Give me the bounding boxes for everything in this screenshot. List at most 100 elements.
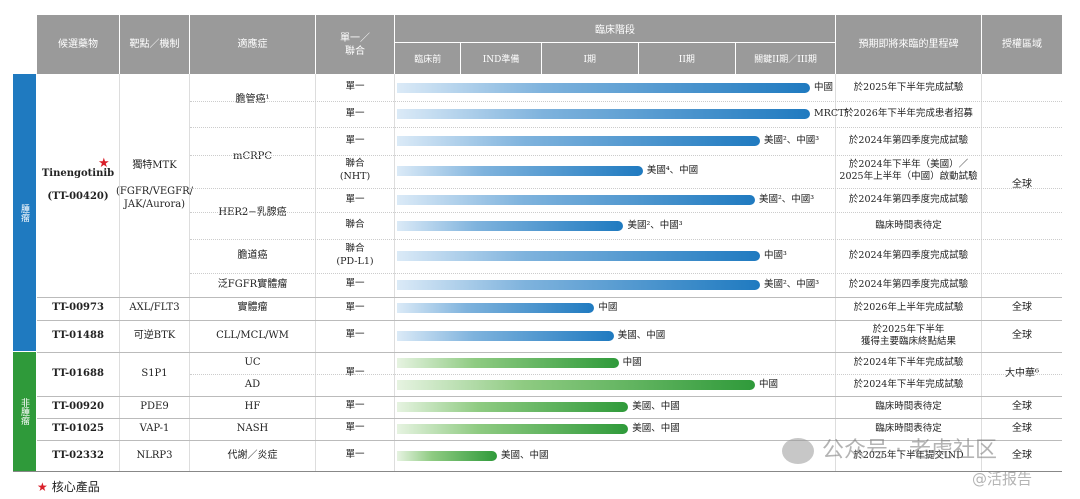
- stage-preclinical: 臨床前: [395, 43, 462, 74]
- progress-bar: [397, 279, 760, 290]
- drug-tt01488: TT-01488: [52, 329, 104, 341]
- milestone-cell: 於2024年下半年完成試驗: [853, 378, 964, 390]
- mode-cell: 單一: [345, 278, 365, 290]
- rights-tt00420: 全球: [1012, 179, 1032, 191]
- milestone-cell: 於2024年第四季度完成試驗: [848, 278, 969, 290]
- watermark: 公众号 · 老虎社区 @活报告: [782, 424, 1072, 494]
- bar-label: 中國: [622, 356, 642, 368]
- bar-label: 美國²、中國³: [759, 194, 815, 205]
- watermark-sub: @活报告: [972, 470, 1033, 488]
- progress-bar: [397, 423, 629, 434]
- drug-tt00920: TT-00920: [52, 400, 104, 412]
- target-tt01688: S1P1: [141, 367, 168, 379]
- drug-tt00420-name: Tinengotinib (TT-00420): [41, 168, 115, 202]
- milestone-cell: 於2024年第四季度完成試驗: [848, 250, 969, 262]
- bar-label: 美國²、中國³: [764, 135, 820, 146]
- drug-tt01025: TT-01025: [52, 422, 104, 434]
- bar-label: 美國²、中國³: [764, 278, 820, 290]
- core-product-star-icon: ★: [98, 156, 110, 171]
- row-divider: [190, 155, 1062, 156]
- row-divider: [190, 188, 1062, 189]
- drug-tt02332: TT-02332: [52, 449, 104, 461]
- stage-phase2: II期: [638, 43, 736, 74]
- milestone-cell: 臨床時間表待定: [875, 219, 942, 231]
- mode-cell: 單一: [345, 107, 365, 119]
- milestone-cell: 臨床時間表待定: [875, 400, 942, 412]
- mode-cell: 單一: [345, 301, 365, 313]
- section-non-oncology: 非腫瘤: [13, 352, 36, 471]
- mode-cell: 單一: [345, 134, 365, 146]
- bar-label: 美國²、中國³: [627, 219, 683, 231]
- indication-biliary: 膽道癌: [237, 249, 268, 261]
- bar-label: 美國、中國: [632, 400, 680, 412]
- row-divider: [190, 101, 1062, 102]
- row-divider: [190, 239, 1062, 240]
- mode-cell: 單一: [345, 193, 365, 205]
- indication-cholangio: 膽管癌¹: [235, 94, 270, 106]
- rights-tt00973: 全球: [1012, 302, 1032, 314]
- mode-cell: 單一: [345, 367, 365, 379]
- col-divider: [189, 74, 190, 471]
- target-tt00973: AXL/FLT3: [129, 302, 180, 314]
- target-tt01488: 可逆BTK: [133, 329, 176, 341]
- bar-label: 美國、中國: [501, 449, 549, 461]
- progress-bar: [397, 379, 755, 390]
- footnote-star-icon: ★: [37, 479, 48, 494]
- col-divider: [394, 74, 395, 471]
- wechat-icon: [782, 438, 814, 464]
- footnote-text: 核心產品: [51, 480, 100, 494]
- stage-ind: IND準備: [461, 43, 542, 74]
- target-tt01025: VAP-1: [139, 422, 170, 434]
- rights-tt01025: 全球: [1012, 422, 1032, 434]
- indication-mcrpc: mCRPC: [232, 151, 273, 163]
- rights-tt01688: 大中華⁶: [1004, 367, 1039, 379]
- milestone-cell: 於2024年第四季度完成試驗: [848, 194, 969, 206]
- bar-label: 美國、中國: [617, 329, 666, 341]
- progress-bar: [397, 136, 760, 146]
- col-divider: [981, 74, 982, 471]
- milestone-cell: 於2025年下半年完成試驗: [853, 81, 964, 93]
- target-tt00920: PDE9: [140, 400, 169, 412]
- col-divider: [835, 74, 836, 471]
- target-tt02332: NLRP3: [136, 449, 173, 461]
- indication-her2: HER2−乳腺癌: [218, 207, 287, 219]
- bar-label: 中國: [759, 378, 779, 390]
- indication-cll: CLL/MCL/WM: [216, 329, 289, 341]
- indication-solid: 實體瘤: [237, 302, 268, 314]
- rights-tt00920: 全球: [1012, 400, 1032, 412]
- drug-tt00420: Tinengotinib (TT-00420): [37, 74, 119, 296]
- progress-bar: [397, 109, 810, 119]
- drug-tt01688: TT-01688: [52, 367, 104, 379]
- header-rights: 授權區域: [982, 15, 1062, 74]
- progress-bar: [397, 303, 595, 313]
- milestone-cell: 於2025年下半年 獲得主要臨床終點結果: [860, 323, 956, 347]
- header-candidate: 候選藥物: [37, 15, 119, 74]
- header-stage-divider: [395, 42, 835, 43]
- milestone-cell: 於2024年下半年完成試驗: [853, 356, 964, 368]
- watermark-text: 公众号 · 老虎社区: [822, 438, 997, 463]
- progress-bar: [397, 401, 629, 412]
- target-tt00420: 獨特MTK (FGFR/VEGFR/ JAK/Aurora): [116, 160, 194, 210]
- progress-bar: [397, 357, 619, 368]
- indication-ad: AD: [244, 378, 261, 390]
- header-target: 靶點／機制: [120, 15, 189, 74]
- milestone-cell: 於2026年上半年完成試驗: [853, 302, 964, 314]
- bar-label: MRCT⁵: [814, 108, 849, 119]
- indication-uc: UC: [244, 356, 261, 368]
- milestone-cell: 於2026年下半年完成患者招募: [844, 108, 973, 120]
- bar-label: 美國、中國: [632, 422, 680, 434]
- mode-cell: 單一: [345, 400, 365, 412]
- rights-tt01488: 全球: [1012, 329, 1032, 341]
- rights-tt02332: 全球: [1012, 449, 1032, 461]
- indication-panfgfr: 泛FGFR實體瘤: [217, 278, 288, 290]
- row-divider: [190, 374, 1062, 375]
- progress-bar: [397, 82, 810, 93]
- progress-bar: [397, 195, 755, 205]
- header-mono-combo: 單一／ 聯合: [316, 15, 394, 74]
- bar-label: 中國: [598, 302, 618, 313]
- bar-label: 中國: [814, 81, 834, 93]
- milestone-cell: 於2024年下半年（美國）／ 2025年上半年（中國）啟動試驗: [839, 159, 978, 182]
- row-divider: [190, 273, 1062, 274]
- stage-phase1: I期: [541, 43, 639, 74]
- section-oncology: 腫瘤: [13, 74, 36, 351]
